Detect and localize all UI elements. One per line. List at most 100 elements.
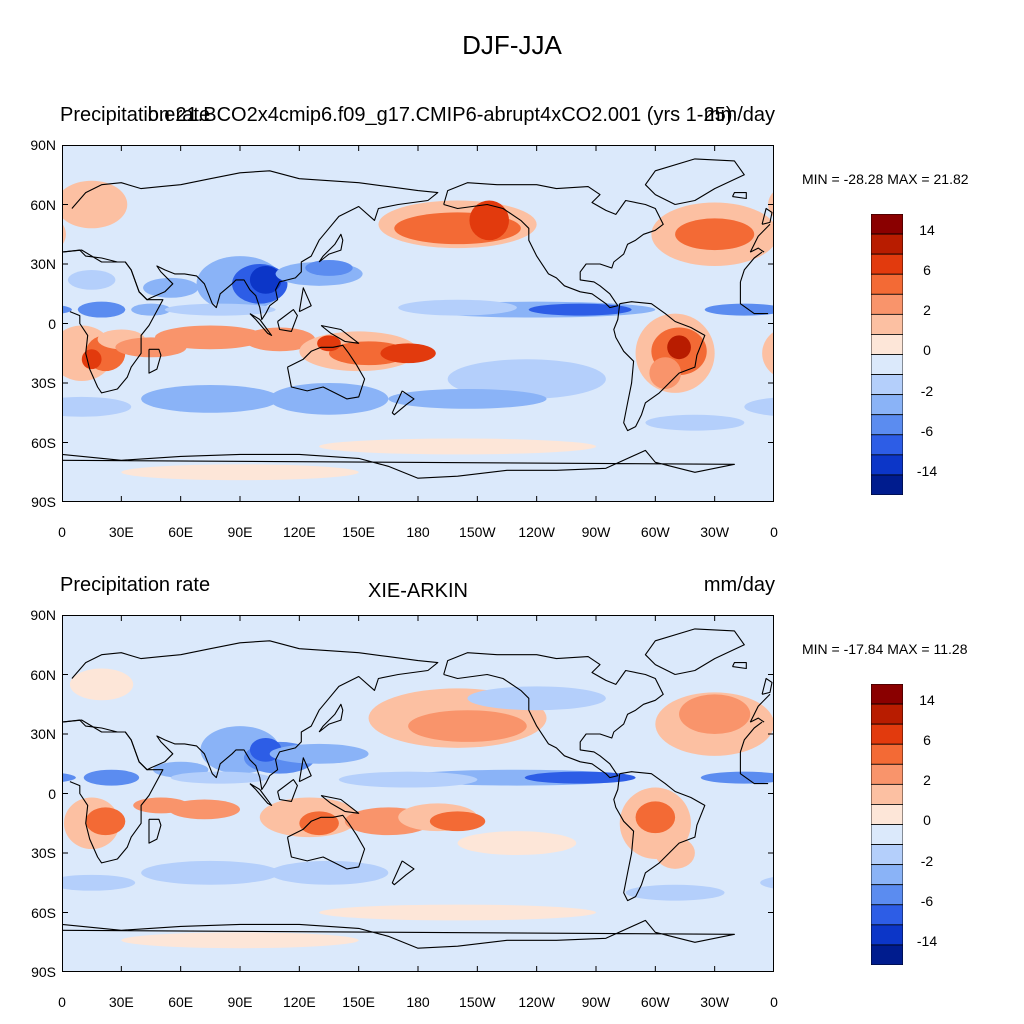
colorbar-swatch xyxy=(871,354,903,375)
coastline xyxy=(761,207,773,225)
anomaly-region xyxy=(81,349,102,370)
anomaly-region xyxy=(679,694,751,734)
lon-tick-label: 180 xyxy=(406,524,430,540)
coastline xyxy=(443,182,664,309)
anomaly-region xyxy=(141,860,280,885)
colorbar-swatch xyxy=(871,844,903,866)
coastline xyxy=(148,818,162,844)
coastline xyxy=(249,783,273,806)
colorbar-label: -2 xyxy=(920,852,934,869)
colorbar-swatch xyxy=(871,763,903,785)
lat-tick-label: 90S xyxy=(31,494,56,510)
colorbar-swatch xyxy=(871,884,903,906)
lon-tick-label: 0 xyxy=(58,524,66,540)
coastline xyxy=(277,779,298,802)
lon-tick-label: 30W xyxy=(700,994,730,1010)
anomaly-region xyxy=(299,811,339,836)
anomaly-region xyxy=(164,303,276,316)
colorbar-swatch xyxy=(871,253,903,275)
anomaly-region xyxy=(143,277,199,298)
coastline xyxy=(249,313,273,336)
coastline xyxy=(732,662,747,670)
lon-tick-label: 120W xyxy=(518,524,555,540)
colorbar-swatch xyxy=(871,924,903,946)
colorbar-swatch xyxy=(871,414,903,436)
coastline xyxy=(62,170,439,321)
coastline xyxy=(318,703,344,733)
lat-tick-label: 90N xyxy=(30,137,56,153)
colorbar-swatch xyxy=(871,474,903,495)
anomaly-region xyxy=(625,884,725,901)
anomaly-region xyxy=(447,359,606,399)
lon-tick-label: 180 xyxy=(406,994,430,1010)
coastline xyxy=(749,223,771,253)
min-max-label: MIN = -17.84 MAX = 11.28 xyxy=(802,641,968,657)
anomaly-region xyxy=(317,335,341,352)
lon-tick-label: 90W xyxy=(581,994,611,1010)
colorbar-label: 14 xyxy=(919,692,935,709)
anomaly-contours xyxy=(62,668,774,949)
coastline xyxy=(644,628,745,676)
anomaly-region xyxy=(524,771,636,784)
colorbar-label: -14 xyxy=(916,462,938,479)
colorbar-swatch xyxy=(871,233,903,255)
lat-tick-label: 0 xyxy=(48,785,56,802)
panel-case-name: b.e21.BCO2x4cmip6.f09_g17.CMIP6-abrupt4x… xyxy=(147,104,733,126)
anomaly-region xyxy=(704,303,774,316)
coastline xyxy=(739,751,769,785)
anomaly-region xyxy=(645,414,745,431)
colorbar-swatch xyxy=(871,904,903,926)
colorbar-label: -14 xyxy=(916,932,938,949)
anomaly-region xyxy=(700,771,774,784)
lon-tick-label: 90W xyxy=(581,524,611,540)
colorbar-swatch xyxy=(871,454,903,476)
coastline xyxy=(318,233,344,263)
colorbar-label: 0 xyxy=(923,342,931,359)
coastline xyxy=(62,640,439,791)
lat-tick-label: 30S xyxy=(31,845,56,861)
anomaly-region xyxy=(131,303,171,316)
anomaly-region xyxy=(170,771,270,784)
coastline xyxy=(739,721,763,753)
colorbar-swatch xyxy=(871,273,903,295)
coastline xyxy=(749,693,771,723)
coastline xyxy=(750,247,765,253)
coastline xyxy=(613,771,706,902)
coastline xyxy=(62,249,164,394)
anomaly-region xyxy=(388,388,547,409)
lat-tick-label: 30N xyxy=(30,256,56,272)
coastline xyxy=(298,287,312,313)
coastline xyxy=(391,860,415,886)
colorbar-swatch xyxy=(871,824,903,845)
colorbar-label: 14 xyxy=(919,222,935,239)
colorbar-label: -2 xyxy=(920,382,934,399)
anomaly-region xyxy=(528,303,632,316)
coastline xyxy=(391,390,415,416)
coastline xyxy=(443,652,664,779)
colorbar-label: -6 xyxy=(920,892,934,909)
colorbar-swatch xyxy=(871,434,903,456)
coastline xyxy=(739,281,769,315)
lon-tick-label: 0 xyxy=(58,994,66,1010)
colorbar-label: 6 xyxy=(923,262,931,279)
colorbar-swatch xyxy=(871,804,903,825)
lon-tick-label: 90E xyxy=(227,524,253,540)
colorbar-swatch xyxy=(871,313,903,335)
colorbar-swatch xyxy=(871,293,903,315)
precip-difference-map xyxy=(62,615,774,972)
lat-tick-label: 0 xyxy=(48,315,56,332)
panel-left-text: Precipitation rate xyxy=(60,104,211,126)
colorbar-swatch xyxy=(871,334,903,355)
anomaly-region xyxy=(168,799,240,820)
anomaly-region xyxy=(62,874,136,891)
lon-tick-label: 60E xyxy=(168,524,194,540)
lon-tick-label: 60W xyxy=(640,994,670,1010)
anomaly-region xyxy=(305,260,353,276)
colorbar-swatch xyxy=(871,394,903,416)
colorbar-swatch xyxy=(871,374,903,396)
anomaly-region xyxy=(141,384,280,413)
anomaly-region xyxy=(249,265,282,294)
lat-tick-label: 30N xyxy=(30,726,56,742)
coastline xyxy=(761,677,773,695)
anomaly-region xyxy=(649,357,682,389)
